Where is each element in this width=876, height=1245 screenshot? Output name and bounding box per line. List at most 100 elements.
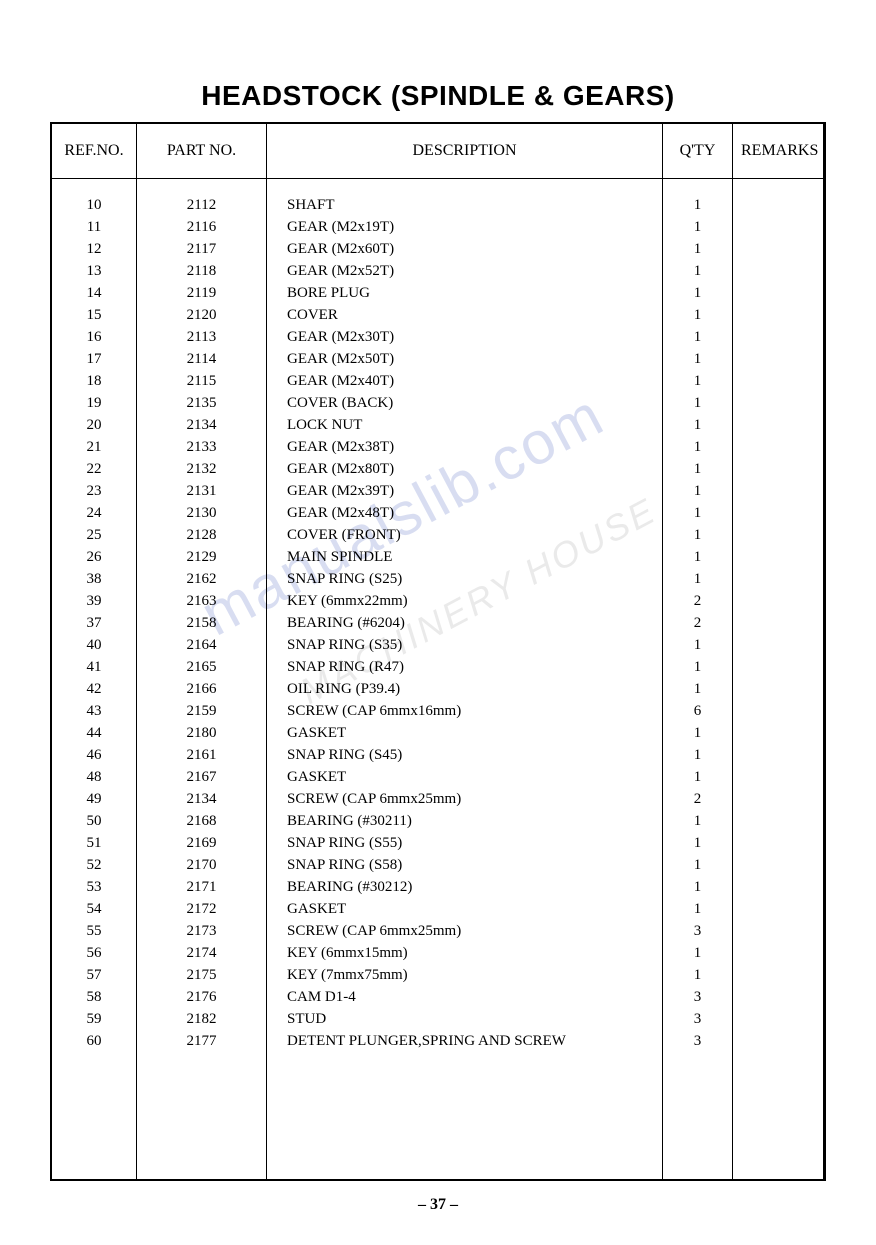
cell-qty: 1 bbox=[671, 458, 724, 480]
cell-partno: 2118 bbox=[145, 260, 258, 282]
cell-refno: 54 bbox=[60, 898, 128, 920]
cell-remarks bbox=[741, 282, 815, 304]
cell-qty: 1 bbox=[671, 436, 724, 458]
cell-partno: 2130 bbox=[145, 502, 258, 524]
page-title: HEADSTOCK (SPINDLE & GEARS) bbox=[50, 80, 826, 112]
cell-refno: 21 bbox=[60, 436, 128, 458]
cell-partno: 2133 bbox=[145, 436, 258, 458]
cell-qty: 1 bbox=[671, 238, 724, 260]
cell-remarks bbox=[741, 832, 815, 854]
cell-description: OIL RING (P39.4) bbox=[275, 678, 654, 700]
cell-remarks bbox=[741, 942, 815, 964]
cell-refno: 52 bbox=[60, 854, 128, 876]
cell-partno: 2161 bbox=[145, 744, 258, 766]
cell-refno: 49 bbox=[60, 788, 128, 810]
cell-qty: 2 bbox=[671, 788, 724, 810]
cell-partno: 2119 bbox=[145, 282, 258, 304]
cell-refno: 41 bbox=[60, 656, 128, 678]
cell-description: COVER bbox=[275, 304, 654, 326]
cell-remarks bbox=[741, 260, 815, 282]
cell-qty: 1 bbox=[671, 656, 724, 678]
cell-refno: 55 bbox=[60, 920, 128, 942]
cell-refno: 16 bbox=[60, 326, 128, 348]
cell-description: GEAR (M2x19T) bbox=[275, 216, 654, 238]
cell-qty: 1 bbox=[671, 634, 724, 656]
cell-remarks bbox=[741, 238, 815, 260]
cell-remarks bbox=[741, 744, 815, 766]
cell-description: KEY (6mmx15mm) bbox=[275, 942, 654, 964]
cell-remarks bbox=[741, 634, 815, 656]
cell-qty: 2 bbox=[671, 590, 724, 612]
cell-refno: 50 bbox=[60, 810, 128, 832]
cell-refno: 60 bbox=[60, 1030, 128, 1052]
cell-remarks bbox=[741, 1030, 815, 1052]
cell-refno: 44 bbox=[60, 722, 128, 744]
cell-refno: 42 bbox=[60, 678, 128, 700]
cell-remarks bbox=[741, 898, 815, 920]
cell-qty: 1 bbox=[671, 568, 724, 590]
cell-remarks bbox=[741, 480, 815, 502]
cell-description: CAM D1-4 bbox=[275, 986, 654, 1008]
cell-qty: 1 bbox=[671, 194, 724, 216]
cell-qty: 1 bbox=[671, 898, 724, 920]
cell-description: SCREW (CAP 6mmx16mm) bbox=[275, 700, 654, 722]
cell-qty: 1 bbox=[671, 832, 724, 854]
column-description: SHAFTGEAR (M2x19T)GEAR (M2x60T)GEAR (M2x… bbox=[267, 179, 663, 1179]
cell-remarks bbox=[741, 986, 815, 1008]
cell-qty: 3 bbox=[671, 920, 724, 942]
cell-description: SNAP RING (S25) bbox=[275, 568, 654, 590]
cell-partno: 2172 bbox=[145, 898, 258, 920]
cell-partno: 2117 bbox=[145, 238, 258, 260]
cell-refno: 12 bbox=[60, 238, 128, 260]
cell-qty: 1 bbox=[671, 260, 724, 282]
cell-remarks bbox=[741, 876, 815, 898]
cell-remarks bbox=[741, 524, 815, 546]
column-qty: 111111111111111111221116111211111311333 bbox=[663, 179, 733, 1179]
cell-qty: 3 bbox=[671, 1030, 724, 1052]
cell-description: GASKET bbox=[275, 766, 654, 788]
cell-partno: 2166 bbox=[145, 678, 258, 700]
cell-partno: 2174 bbox=[145, 942, 258, 964]
cell-description: GEAR (M2x38T) bbox=[275, 436, 654, 458]
cell-remarks bbox=[741, 458, 815, 480]
cell-partno: 2128 bbox=[145, 524, 258, 546]
cell-refno: 11 bbox=[60, 216, 128, 238]
cell-partno: 2115 bbox=[145, 370, 258, 392]
cell-qty: 1 bbox=[671, 326, 724, 348]
cell-description: GEAR (M2x48T) bbox=[275, 502, 654, 524]
column-refno: 1011121314151617181920212223242526383937… bbox=[52, 179, 137, 1179]
cell-refno: 37 bbox=[60, 612, 128, 634]
cell-partno: 2129 bbox=[145, 546, 258, 568]
cell-refno: 57 bbox=[60, 964, 128, 986]
cell-refno: 19 bbox=[60, 392, 128, 414]
cell-partno: 2171 bbox=[145, 876, 258, 898]
cell-refno: 53 bbox=[60, 876, 128, 898]
cell-remarks bbox=[741, 348, 815, 370]
cell-partno: 2116 bbox=[145, 216, 258, 238]
cell-remarks bbox=[741, 414, 815, 436]
cell-partno: 2158 bbox=[145, 612, 258, 634]
cell-description: SNAP RING (R47) bbox=[275, 656, 654, 678]
cell-description: GEAR (M2x30T) bbox=[275, 326, 654, 348]
table-header-row: REF.NO. PART NO. DESCRIPTION Q'TY REMARK… bbox=[52, 124, 823, 179]
cell-refno: 13 bbox=[60, 260, 128, 282]
cell-qty: 1 bbox=[671, 810, 724, 832]
cell-description: GASKET bbox=[275, 722, 654, 744]
cell-refno: 23 bbox=[60, 480, 128, 502]
cell-description: BEARING (#30211) bbox=[275, 810, 654, 832]
cell-qty: 1 bbox=[671, 854, 724, 876]
cell-remarks bbox=[741, 546, 815, 568]
cell-remarks bbox=[741, 722, 815, 744]
cell-remarks bbox=[741, 502, 815, 524]
cell-refno: 58 bbox=[60, 986, 128, 1008]
cell-description: KEY (7mmx75mm) bbox=[275, 964, 654, 986]
cell-remarks bbox=[741, 766, 815, 788]
cell-refno: 59 bbox=[60, 1008, 128, 1030]
cell-remarks bbox=[741, 700, 815, 722]
cell-remarks bbox=[741, 612, 815, 634]
cell-qty: 1 bbox=[671, 744, 724, 766]
cell-description: GEAR (M2x40T) bbox=[275, 370, 654, 392]
cell-qty: 1 bbox=[671, 876, 724, 898]
cell-partno: 2113 bbox=[145, 326, 258, 348]
cell-partno: 2114 bbox=[145, 348, 258, 370]
